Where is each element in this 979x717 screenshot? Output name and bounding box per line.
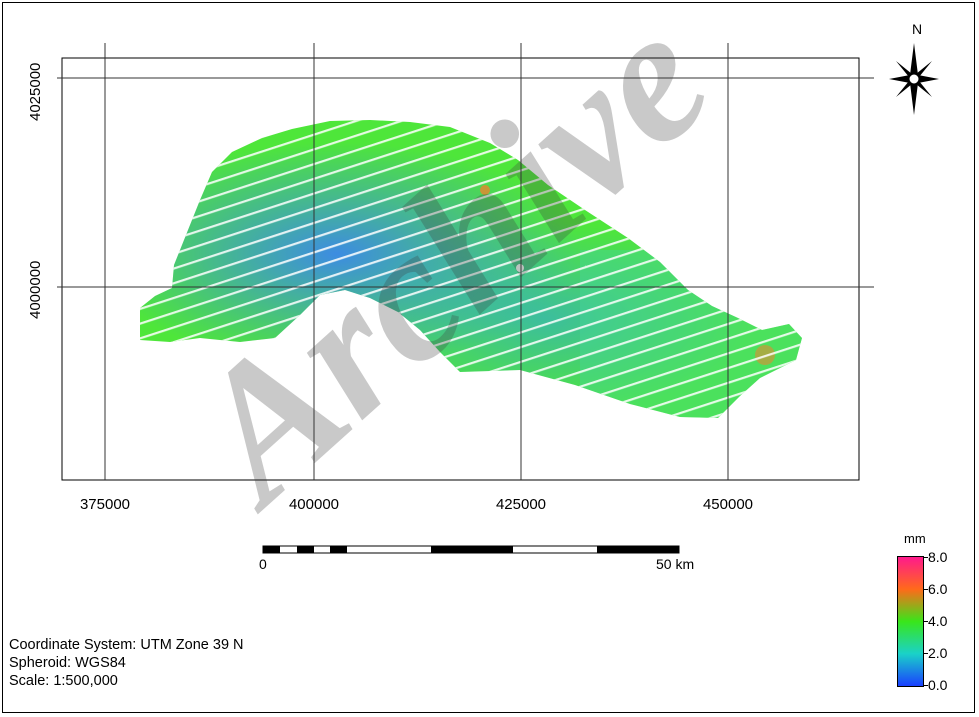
map-info: Coordinate System: UTM Zone 39 N Spheroi… <box>9 636 244 690</box>
legend-unit: mm <box>904 531 926 546</box>
legend-tick-4: 4.0 <box>928 613 948 629</box>
north-arrow-icon <box>889 43 939 115</box>
legend-colorbar <box>897 556 924 687</box>
x-tick-400000: 400000 <box>288 496 340 513</box>
graticule <box>57 43 874 480</box>
deformation-raster <box>140 120 802 418</box>
legend-tick-2: 2.0 <box>928 645 948 661</box>
scale-bar <box>262 545 680 554</box>
scale-text: Scale: 1:500,000 <box>9 673 118 689</box>
scale-end-label: 50 km <box>656 556 695 572</box>
north-label: N <box>912 21 923 37</box>
legend-tick-8: 8.0 <box>928 549 948 565</box>
x-tick-425000: 425000 <box>495 496 547 513</box>
spheroid-text: Spheroid: WGS84 <box>9 655 126 671</box>
y-tick-4025000: 4025000 <box>27 62 44 121</box>
legend-tick-6: 6.0 <box>928 581 948 597</box>
x-tick-375000: 375000 <box>79 496 131 513</box>
legend-tick-0: 0.0 <box>928 677 948 693</box>
scale-start-label: 0 <box>259 556 267 572</box>
y-tick-4000000: 4000000 <box>27 260 44 319</box>
x-tick-450000: 450000 <box>702 496 754 513</box>
coordinate-system-text: Coordinate System: UTM Zone 39 N <box>9 637 244 653</box>
